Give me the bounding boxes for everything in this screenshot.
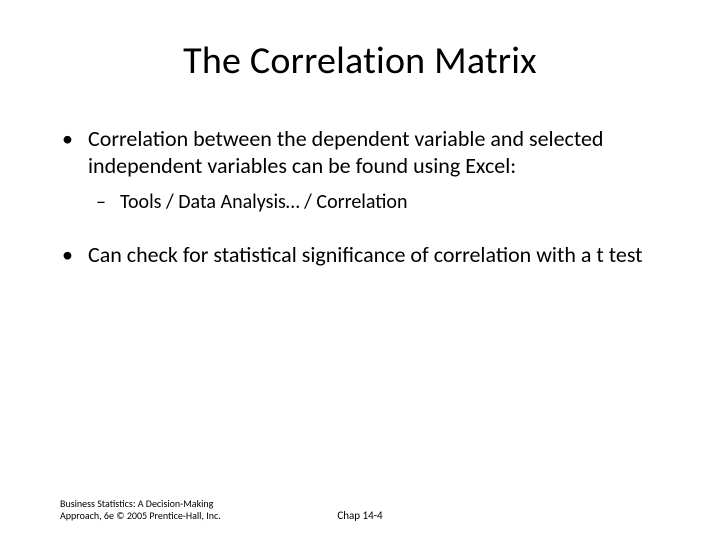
slide-footer: Business Statistics: A Decision-Making A… <box>60 498 660 522</box>
slide: The Correlation Matrix Correlation betwe… <box>0 0 720 540</box>
slide-content: Correlation between the dependent variab… <box>60 126 660 269</box>
footer-page-number: Chap 14-4 <box>337 509 382 522</box>
bullet-text: Can check for statistical significance o… <box>88 241 643 268</box>
sub-bullet-text: Tools / Data Analysis… / Correlation <box>120 190 407 214</box>
bullet-item: Can check for statistical significance o… <box>88 242 660 269</box>
footer-citation: Business Statistics: A Decision-Making A… <box>60 498 230 522</box>
sub-bullet-list: Tools / Data Analysis… / Correlation <box>88 190 660 214</box>
slide-title: The Correlation Matrix <box>60 38 660 84</box>
bullet-list: Correlation between the dependent variab… <box>60 126 660 269</box>
bullet-item: Correlation between the dependent variab… <box>88 126 660 214</box>
bullet-text: Correlation between the dependent variab… <box>88 125 604 179</box>
sub-bullet-item: Tools / Data Analysis… / Correlation <box>120 190 660 214</box>
